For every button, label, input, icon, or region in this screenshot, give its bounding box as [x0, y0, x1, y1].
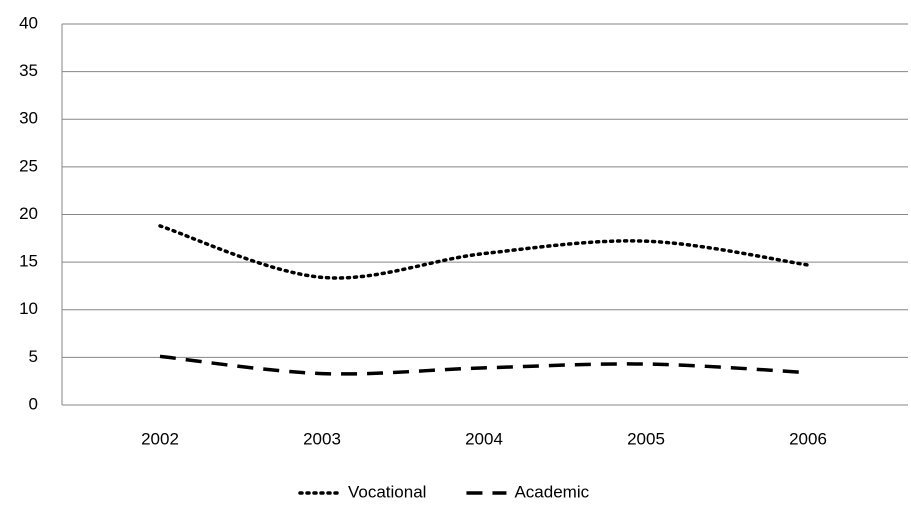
legend-label: Vocational — [348, 482, 426, 501]
line — [159, 354, 809, 376]
y-tick-label: 20 — [19, 204, 38, 223]
x-tick-label: 2004 — [465, 429, 503, 448]
line — [158, 224, 810, 280]
y-tick-label: 35 — [19, 61, 38, 80]
x-tick-label: 2006 — [789, 429, 827, 448]
y-tick-label: 30 — [19, 109, 38, 128]
x-tick-label: 2002 — [141, 429, 179, 448]
y-tick-label: 0 — [29, 394, 38, 413]
legend-label: Academic — [514, 482, 589, 501]
y-tick-label: 5 — [29, 347, 38, 366]
y-tick-label: 10 — [19, 299, 38, 318]
x-tick-label: 2005 — [627, 429, 665, 448]
y-tick-label: 15 — [19, 252, 38, 271]
y-tick-label: 25 — [19, 156, 38, 175]
y-tick-label: 40 — [19, 13, 38, 32]
x-tick-label: 2003 — [303, 429, 341, 448]
